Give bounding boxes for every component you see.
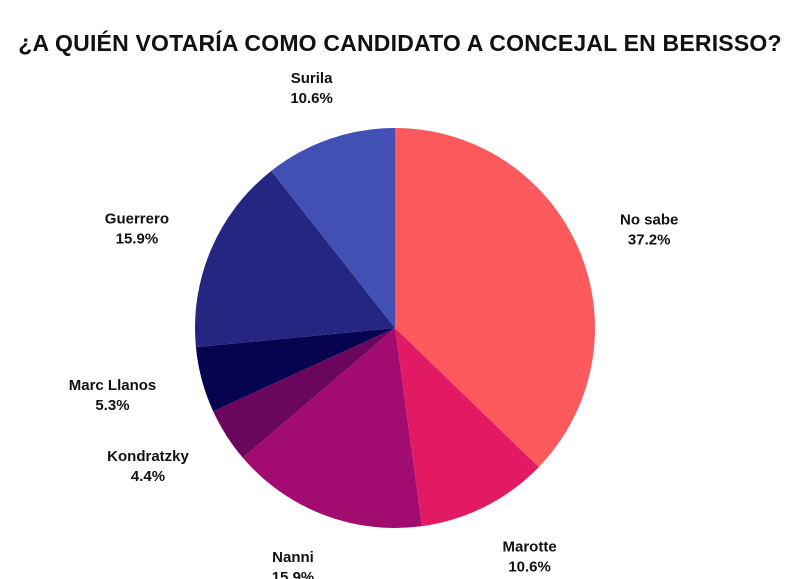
slice-name: Kondratzky xyxy=(107,448,189,465)
pie-slice-marotte xyxy=(395,328,539,527)
slice-label-kondratzky: Kondratzky 4.4% xyxy=(107,448,189,485)
pie-slice-surila xyxy=(271,128,395,328)
pie-slice-marc-llanos xyxy=(195,328,395,412)
slice-name: Nanni xyxy=(272,549,314,566)
slice-label-guerrero: Guerrero 15.9% xyxy=(105,211,169,248)
slice-label-marc-llanos: Marc Llanos 5.3% xyxy=(69,377,157,414)
slice-value: 5.3% xyxy=(95,397,129,414)
chart-title: ¿A QUIÉN VOTARÍA COMO CANDIDATO A CONCEJ… xyxy=(18,30,782,56)
slice-label-surila: Surila 10.6% xyxy=(290,70,333,107)
slice-name: No sabe xyxy=(620,212,678,229)
pie-slice-kondratzky xyxy=(213,328,395,458)
pie-slice-nanni xyxy=(242,328,422,528)
slice-name: Marc Llanos xyxy=(69,377,157,394)
pie-labels: No sabe 37.2% Marotte 10.6% Nanni 15.9% Kondra… xyxy=(69,70,679,579)
slice-name: Marotte xyxy=(503,539,557,556)
slice-label-nanni: Nanni 15.9% xyxy=(272,549,315,579)
slice-value: 37.2% xyxy=(628,232,671,249)
slice-name: Surila xyxy=(291,70,333,87)
slice-name: Guerrero xyxy=(105,211,169,228)
slice-value: 10.6% xyxy=(508,559,551,576)
slice-label-no-sabe: No sabe 37.2% xyxy=(620,212,678,249)
slice-value: 10.6% xyxy=(290,90,333,107)
slice-label-marotte: Marotte 10.6% xyxy=(503,539,557,576)
pie-slice-no-sabe xyxy=(395,128,596,468)
slice-value: 4.4% xyxy=(131,468,165,485)
pie-slice-guerrero xyxy=(195,170,395,348)
slice-value: 15.9% xyxy=(116,231,159,248)
slice-value: 15.9% xyxy=(272,569,315,579)
pie-slices xyxy=(195,128,596,528)
